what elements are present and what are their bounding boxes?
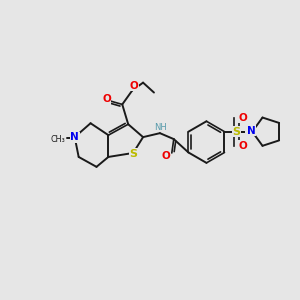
Text: N: N (247, 126, 256, 136)
Text: NH: NH (154, 123, 167, 132)
Text: O: O (239, 113, 248, 123)
Text: O: O (161, 151, 170, 161)
Text: S: S (129, 149, 137, 159)
Text: N: N (70, 132, 79, 142)
Text: O: O (239, 140, 248, 151)
Text: O: O (102, 94, 111, 104)
Text: O: O (130, 81, 139, 91)
Text: S: S (232, 127, 240, 137)
Text: N: N (246, 126, 255, 136)
Text: CH₃: CH₃ (50, 135, 65, 144)
